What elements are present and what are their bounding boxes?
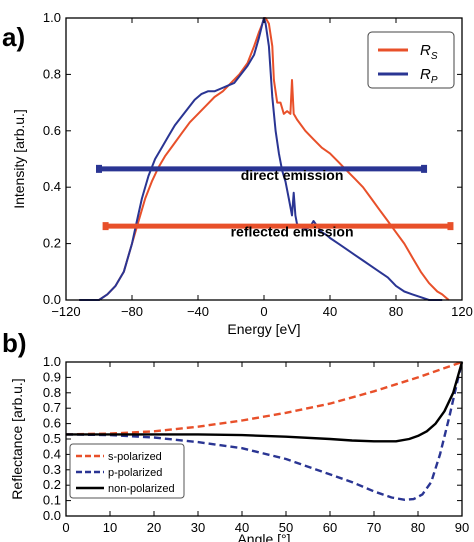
x-tick-label: 120 [451, 304, 473, 319]
y-tick-label: 1.0 [43, 354, 61, 369]
legend-label-sub: P [431, 75, 438, 86]
x-tick-label: 30 [191, 520, 205, 535]
x-tick-label: 80 [389, 304, 403, 319]
legend-label-sub: S [431, 51, 438, 62]
series-line-r-p [79, 17, 443, 301]
y-tick-label: 0.1 [43, 493, 61, 508]
y-tick-label: 0.3 [43, 462, 61, 477]
series-line-s-polarized [65, 360, 463, 436]
x-axis-label: Angle [°] [237, 531, 290, 542]
y-tick-label: 0.8 [43, 66, 61, 81]
x-tick-label: −120 [51, 304, 80, 319]
x-tick-label: 70 [367, 520, 381, 535]
y-tick-label: 0.5 [43, 431, 61, 446]
x-tick-label: 90 [455, 520, 469, 535]
x-tick-label: 40 [323, 304, 337, 319]
y-tick-label: 0.2 [43, 236, 61, 251]
direct-emission-label: direct emission [241, 167, 344, 183]
x-tick-label: 20 [147, 520, 161, 535]
x-axis-label: Energy [eV] [227, 321, 300, 337]
y-axis-label: Intensity [arb.u.] [11, 109, 27, 209]
y-axis-label: Reflectance [arb.u.] [9, 378, 25, 499]
y-tick-label: 0.4 [43, 179, 61, 194]
y-tick-label: 0.7 [43, 400, 61, 415]
y-tick-label: 0.8 [43, 385, 61, 400]
legend-label-s-polarized: s-polarized [108, 451, 162, 463]
y-tick-label: 0.6 [43, 416, 61, 431]
y-tick-label: 1.0 [43, 10, 61, 25]
series-line-non-polarized [66, 361, 464, 443]
y-tick-label: 0.0 [43, 508, 61, 523]
y-tick-label: 0.6 [43, 123, 61, 138]
legend-label-main: R [420, 66, 431, 83]
direct-emission-cap-right [421, 164, 428, 173]
y-tick-label: 0.0 [43, 292, 61, 307]
panel-b-chart: 0 10 20 30 40 50 60 70 80 90 0.00.10.20.30.40.50.6… [9, 354, 469, 542]
x-tick-label: −40 [187, 304, 209, 319]
x-tick-label: 40 [235, 520, 249, 535]
series-line-r-s [79, 17, 450, 301]
y-tick-label: 0.4 [43, 446, 61, 461]
reflected-emission-cap-right [447, 222, 454, 231]
series-line-p-polarized [65, 361, 464, 501]
legend-box [367, 31, 455, 89]
legend-label-main: R [420, 42, 431, 59]
y-tick-label: 0.2 [43, 477, 61, 492]
panel-a-chart: direct emission reflected emission −120 −80… [11, 10, 473, 337]
panel-a-label: a) [2, 22, 25, 52]
direct-emission-cap-left [96, 164, 102, 173]
legend-label-r-s: RS [420, 42, 438, 62]
x-tick-label: 0 [260, 304, 267, 319]
x-tick-label: 0 [62, 520, 69, 535]
reflected-emission-cap-left [102, 222, 109, 231]
legend-box [69, 443, 185, 499]
legend-label-non-polarized: non-polarized [108, 483, 175, 495]
x-tick-label: 50 [279, 520, 293, 535]
legend-label-r-p: RP [420, 66, 438, 86]
panel-b-label: b) [2, 328, 27, 358]
y-tick-label: 0.9 [43, 369, 61, 384]
x-tick-label: 60 [323, 520, 337, 535]
reflected-emission-label: reflected emission [231, 224, 354, 240]
x-tick-label: −80 [121, 304, 143, 319]
legend-label-p-polarized: p-polarized [108, 467, 162, 479]
x-tick-label: 80 [411, 520, 425, 535]
x-tick-label: 10 [103, 520, 117, 535]
